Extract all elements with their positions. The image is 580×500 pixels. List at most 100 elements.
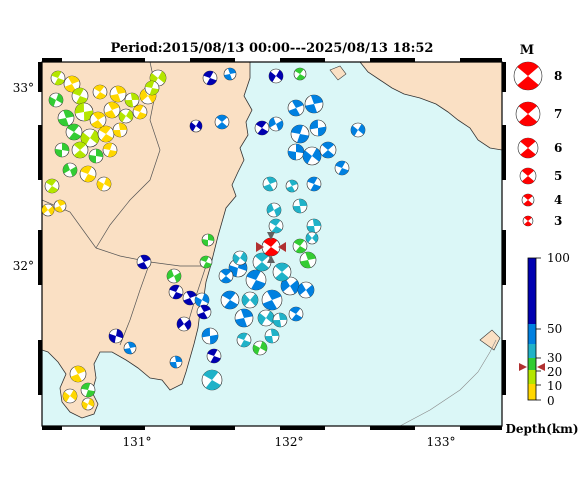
focal-mechanism-69 — [261, 289, 283, 311]
focal-mechanism-48 — [262, 176, 278, 192]
focal-mechanism-72 — [252, 252, 272, 272]
focal-mechanism-74 — [241, 291, 259, 309]
focal-mechanism-64 — [201, 327, 219, 345]
island-east — [479, 329, 501, 351]
lat-label-33: 33° — [13, 81, 34, 95]
focal-mechanism-12 — [74, 102, 94, 122]
focal-mechanism-50 — [306, 176, 322, 192]
focal-mechanism-32 — [223, 67, 237, 81]
focal-mechanism-79 — [252, 340, 268, 356]
focal-mechanism-53 — [306, 218, 322, 234]
focal-mechanism-25 — [96, 176, 112, 192]
focal-mechanism-93 — [206, 348, 222, 364]
focal-mechanism-39 — [287, 99, 305, 117]
magnitude-legend-value-3: 3 — [554, 214, 562, 228]
focal-mechanism-11 — [57, 109, 75, 127]
focal-mechanism-20 — [88, 148, 104, 164]
depth-tick-100: 100 — [547, 251, 570, 265]
focal-mechanism-54 — [268, 218, 284, 234]
main-event-triangle-top — [267, 232, 275, 240]
depth-tick-10: 10 — [547, 379, 562, 393]
magnitude-legend-value-4: 4 — [554, 193, 562, 207]
focal-mechanism-34 — [293, 67, 307, 81]
focal-mechanism-3 — [48, 92, 64, 108]
focal-mechanism-90 — [62, 388, 78, 404]
focal-mechanism-42 — [309, 119, 327, 137]
magnitude-legend-ball-7 — [515, 101, 541, 127]
magnitude-legend: M 8 7 6 5 4 3 — [513, 43, 562, 228]
focal-mechanism-10 — [144, 80, 160, 96]
magnitude-legend-ball-8 — [513, 61, 543, 91]
focal-mechanism-81 — [299, 251, 317, 269]
focal-mechanism-40 — [304, 94, 324, 114]
focal-mechanism-87 — [123, 341, 137, 355]
focal-mechanism-33 — [268, 68, 284, 84]
focal-mechanism-18 — [97, 125, 115, 143]
focal-mechanism-66 — [234, 308, 254, 328]
focal-mechanism-38 — [268, 116, 284, 132]
depth-bar-20-30 — [528, 358, 536, 370]
focal-mechanism-91 — [81, 397, 95, 411]
focal-mechanisms — [42, 67, 366, 411]
focal-mechanism-36 — [214, 114, 230, 130]
focal-mechanism-71 — [297, 281, 315, 299]
depth-legend-label: Depth(km) — [505, 422, 578, 436]
main-event-triangle-left — [256, 242, 264, 252]
depth-bar-50-100 — [528, 324, 536, 344]
focal-mechanism-41 — [290, 124, 310, 144]
depth-bar-10-20 — [528, 370, 536, 384]
focal-mechanism-70 — [280, 276, 300, 296]
magnitude-legend-value-6: 6 — [554, 141, 562, 155]
magnitude-legend-ball-3 — [522, 215, 534, 227]
map-neatline — [38, 58, 506, 430]
focal-mechanism-80 — [264, 328, 280, 344]
trench-line — [399, 339, 497, 426]
focal-mechanism-6 — [109, 85, 127, 103]
lon-label-132: 132° — [275, 435, 304, 449]
focal-mechanism-84 — [232, 250, 248, 266]
depth-tick-20: 20 — [547, 365, 562, 379]
focal-mechanism-75 — [257, 309, 275, 327]
focal-mechanism-23 — [62, 162, 78, 178]
depth-bar-30-50 — [528, 344, 536, 358]
magnitude-legend-value-5: 5 — [554, 169, 562, 183]
focal-mechanism-22 — [54, 142, 70, 158]
focal-mechanism-21 — [102, 142, 118, 158]
focal-mechanism-59 — [168, 284, 184, 300]
focal-mechanism-1 — [50, 70, 66, 86]
focal-mechanism-60 — [182, 290, 198, 306]
main-event-marker — [256, 232, 286, 263]
depth-legend: 100 50 30 20 10 0 Depth(km) — [505, 251, 578, 436]
depth-marker-left — [519, 363, 527, 371]
focal-mechanism-83 — [305, 231, 319, 245]
focal-mechanism-86 — [108, 328, 124, 344]
focal-mechanism-51 — [266, 202, 282, 218]
lat-label-32: 32° — [13, 259, 34, 273]
depth-bar-0-10 — [528, 384, 536, 400]
focal-mechanism-17 — [80, 128, 100, 148]
land-shikoku — [359, 62, 502, 151]
focal-mechanism-58 — [166, 268, 182, 284]
focal-mechanism-68 — [245, 269, 267, 291]
depth-tick-30: 30 — [547, 351, 562, 365]
focal-mechanism-65 — [220, 290, 240, 310]
focal-mechanism-94 — [169, 355, 183, 369]
focal-mechanism-13 — [89, 111, 107, 129]
focal-mechanism-57 — [136, 254, 152, 270]
depth-tick-50: 50 — [547, 322, 562, 336]
magnitude-legend-value-7: 7 — [554, 107, 562, 121]
focal-mechanism-26 — [44, 178, 60, 194]
focal-mechanism-77 — [288, 306, 304, 322]
focal-mechanism-27 — [53, 199, 67, 213]
focal-mechanism-45 — [319, 141, 337, 159]
focal-mechanism-43 — [287, 143, 305, 161]
focal-mechanism-24 — [79, 165, 97, 183]
focal-mechanism-19 — [71, 141, 89, 159]
focal-mechanism-29 — [112, 122, 128, 138]
lon-label-133: 133° — [427, 435, 456, 449]
focal-mechanism-89 — [80, 382, 96, 398]
focal-mechanism-73 — [272, 262, 292, 282]
focal-mechanism-4 — [71, 87, 89, 105]
focal-mechanism-49 — [285, 179, 299, 193]
